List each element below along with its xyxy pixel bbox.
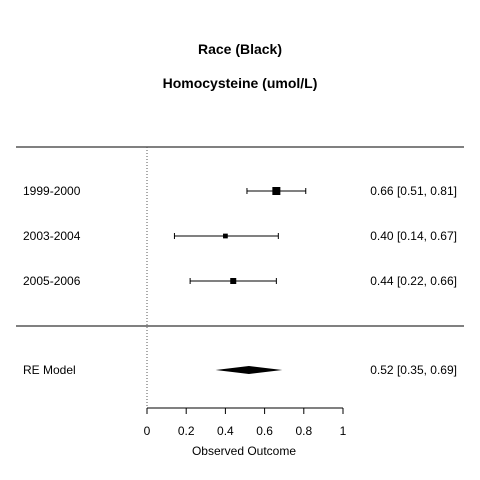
- study-label: 1999-2000: [23, 184, 81, 198]
- x-tick-label: 0.6: [256, 424, 273, 438]
- x-tick-label: 1: [340, 424, 347, 438]
- x-tick-label: 0.2: [178, 424, 195, 438]
- study-row: 2003-2004 0.40 [0.14, 0.67]: [23, 229, 457, 243]
- point-estimate: [272, 187, 281, 195]
- x-tick-label: 0.4: [217, 424, 234, 438]
- summary-label: RE Model: [23, 363, 76, 377]
- x-axis-label: Observed Outcome: [192, 444, 296, 458]
- estimate-text: 0.66 [0.51, 0.81]: [370, 184, 457, 198]
- summary-diamond: [215, 366, 283, 374]
- chart-subtitle: Homocysteine (umol/L): [163, 75, 318, 91]
- estimate-text: 0.40 [0.14, 0.67]: [370, 229, 457, 243]
- summary-row: RE Model 0.52 [0.35, 0.69]: [23, 363, 457, 377]
- estimate-text: 0.44 [0.22, 0.66]: [370, 274, 457, 288]
- summary-text: 0.52 [0.35, 0.69]: [370, 363, 457, 377]
- point-estimate: [230, 278, 237, 284]
- study-label: 2003-2004: [23, 229, 81, 243]
- x-tick-label: 0.8: [295, 424, 312, 438]
- study-rows: 1999-2000 0.66 [0.51, 0.81] 2003-2004 0.40 …: [23, 184, 457, 288]
- study-row: 1999-2000 0.66 [0.51, 0.81]: [23, 184, 457, 198]
- study-row: 2005-2006 0.44 [0.22, 0.66]: [23, 274, 457, 288]
- study-label: 2005-2006: [23, 274, 81, 288]
- x-tick-label: 0: [144, 424, 151, 438]
- point-estimate: [223, 233, 228, 239]
- x-axis: 0 0.2 0.4 0.6 0.8 1: [144, 407, 347, 438]
- chart-title: Race (Black): [198, 41, 282, 57]
